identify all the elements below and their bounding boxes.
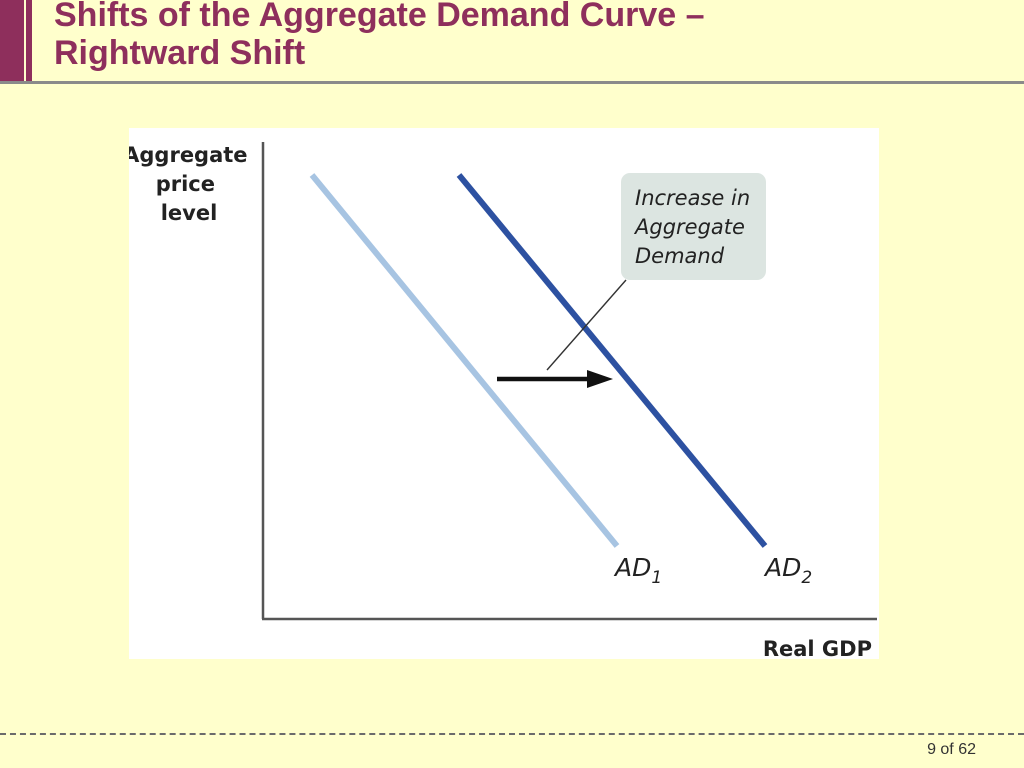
callout-text-line-1: Increase in: [635, 186, 750, 210]
title-divider: [0, 81, 1024, 84]
slide-title-line-2: Rightward Shift: [54, 34, 306, 72]
callout-text-line-2: Aggregate: [633, 215, 745, 239]
ad1-label-main: AD: [613, 553, 651, 582]
ad1-label-subscript: 1: [651, 568, 662, 588]
y-axis-label: Aggregate price level: [129, 143, 255, 225]
title-accent-bar-thin: [26, 0, 32, 82]
ad2-label-subscript: 2: [801, 568, 812, 588]
footer-divider: [0, 733, 1024, 735]
slide-title-line-1: Shifts of the Aggregate Demand Curve –: [54, 0, 705, 34]
aggregate-demand-figure: Aggregate price level Real GDP AD1 AD2 I…: [129, 128, 879, 659]
callout-text-line-3: Demand: [635, 244, 725, 268]
ad1-label: AD1: [613, 553, 662, 588]
aggregate-demand-diagram: Aggregate price level Real GDP AD1 AD2 I…: [129, 142, 877, 659]
y-axis-label-line-3: level: [161, 201, 218, 225]
shift-arrow-head: [587, 370, 613, 388]
callout-text: Increase in Aggregate Demand: [633, 186, 757, 268]
y-axis-label-line-2: price: [156, 172, 215, 196]
title-accent-bar: [0, 0, 24, 82]
ad2-label: AD2: [763, 553, 812, 588]
page-number: 9 of 62: [927, 741, 976, 758]
slide-title: Shifts of the Aggregate Demand Curve – R…: [54, 0, 705, 72]
ad2-label-main: AD: [763, 553, 801, 582]
ad2-curve: [456, 173, 768, 548]
callout-leader-line: [546, 279, 627, 371]
x-axis-label: Real GDP: [763, 637, 872, 659]
y-axis-label-line-1: Aggregate: [129, 143, 248, 167]
callout-box: [621, 173, 766, 280]
ad1-curve: [309, 173, 620, 548]
